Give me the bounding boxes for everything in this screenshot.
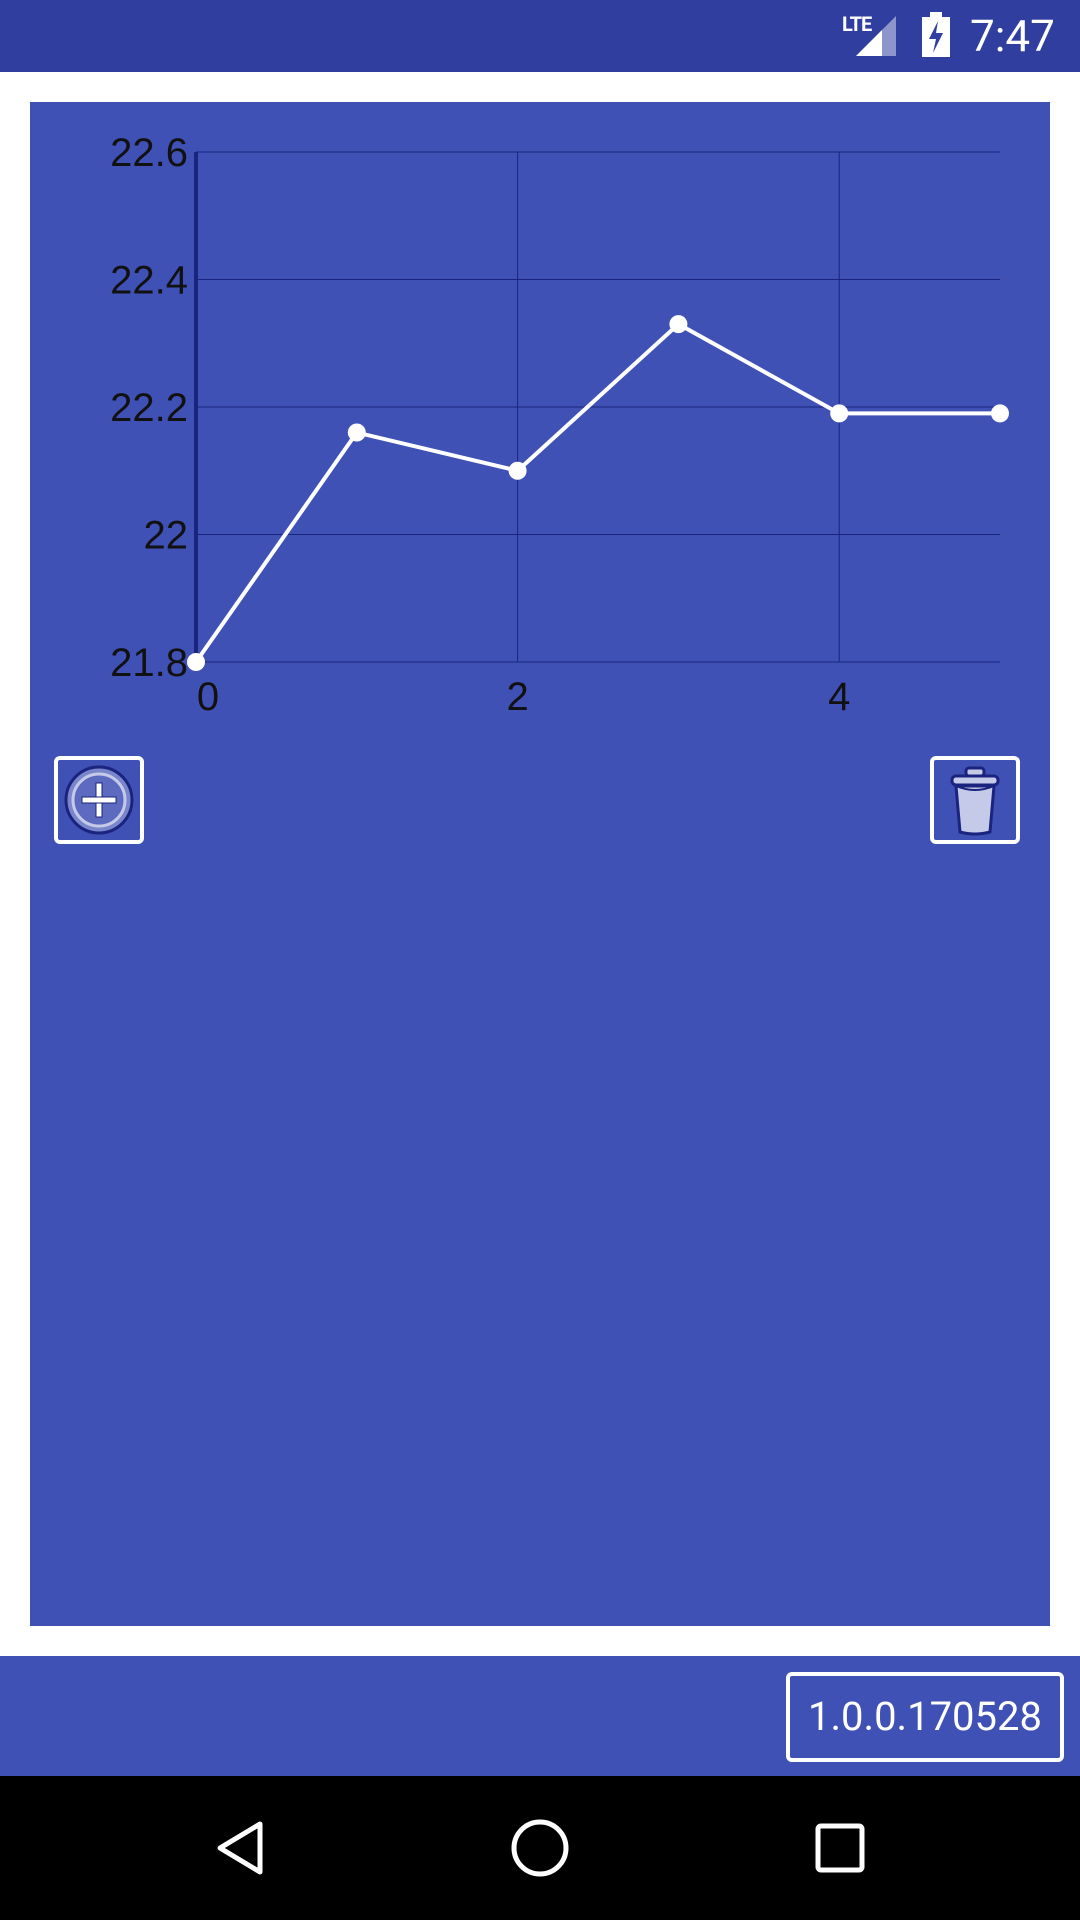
data-point <box>508 461 527 480</box>
data-point <box>991 404 1009 423</box>
recents-icon[interactable] <box>780 1776 900 1920</box>
footer-bar: 1.0.0.170528 <box>0 1656 1080 1776</box>
x-tick-label: 0 <box>197 675 219 719</box>
home-icon[interactable] <box>480 1776 600 1920</box>
y-tick-label: 22 <box>144 514 189 558</box>
data-point <box>669 315 688 334</box>
back-icon[interactable] <box>180 1776 300 1920</box>
delete-button[interactable] <box>930 756 1020 844</box>
y-tick-label: 22.6 <box>110 131 188 175</box>
data-point <box>830 404 849 423</box>
series-line <box>194 321 1000 664</box>
y-tick-label: 22.2 <box>110 386 188 430</box>
add-button[interactable] <box>54 756 144 844</box>
content-panel: 21.8 22 22.2 22.4 22.6 0 2 4 <box>30 102 1050 1626</box>
navigation-bar <box>0 1776 1080 1920</box>
temperature-line-chart: 21.8 22 22.2 22.4 22.6 0 2 4 <box>110 131 1009 719</box>
x-tick-label: 4 <box>828 675 850 719</box>
add-circle-icon <box>64 765 134 835</box>
version-button[interactable]: 1.0.0.170528 <box>786 1672 1064 1762</box>
battery-charging-icon <box>922 12 950 57</box>
y-tick-label: 22.4 <box>110 259 188 303</box>
lte-signal-icon <box>856 16 896 56</box>
network-type-label: LTE <box>842 12 872 36</box>
trash-icon <box>950 766 1000 836</box>
x-tick-label: 2 <box>506 675 528 719</box>
status-time: 7:47 <box>970 10 1055 62</box>
y-tick-label: 21.8 <box>110 641 188 685</box>
data-point <box>347 423 366 442</box>
status-bar: LTE 7:47 <box>0 0 1080 72</box>
data-point <box>187 653 205 671</box>
